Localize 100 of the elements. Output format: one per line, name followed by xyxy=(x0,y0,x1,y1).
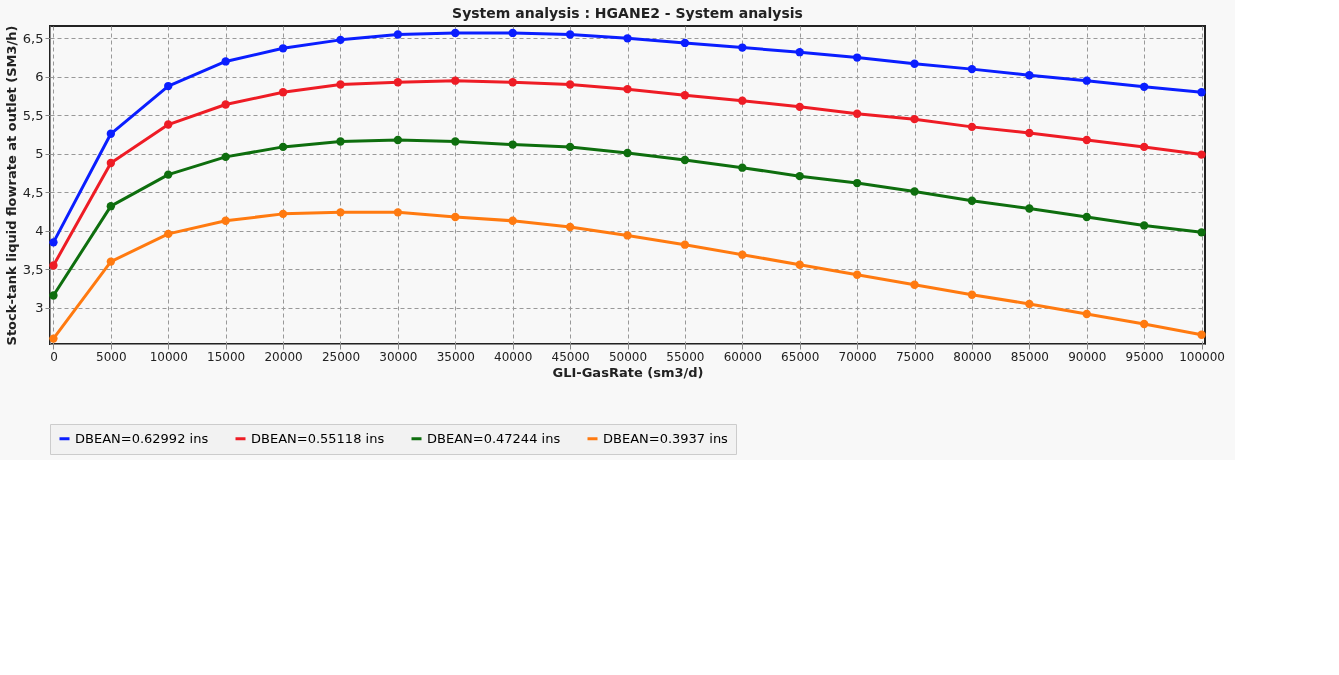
point xyxy=(623,231,632,240)
point xyxy=(278,88,288,97)
point xyxy=(393,208,403,217)
legend-label: DBEAN=0.47244 ins xyxy=(427,430,561,446)
point xyxy=(967,196,977,205)
point xyxy=(1082,212,1091,222)
point xyxy=(565,222,575,232)
point xyxy=(738,96,747,105)
x-tick-label: 100000 xyxy=(1179,349,1225,364)
point xyxy=(795,171,804,181)
point xyxy=(910,187,919,196)
point xyxy=(49,261,58,270)
point xyxy=(221,57,230,66)
point xyxy=(1197,228,1206,237)
point xyxy=(393,30,403,39)
point xyxy=(623,148,632,158)
x-tick-label: 70000 xyxy=(838,349,877,364)
point xyxy=(508,140,517,149)
point xyxy=(967,122,977,132)
point xyxy=(393,78,403,87)
point xyxy=(565,142,575,152)
point xyxy=(1139,142,1149,152)
point xyxy=(623,34,632,43)
point xyxy=(451,76,460,85)
y-tick-label: 6,5 xyxy=(22,30,44,46)
point xyxy=(680,155,690,165)
point xyxy=(164,81,173,91)
point xyxy=(852,53,862,62)
x-tick-label: 50000 xyxy=(608,349,648,364)
point xyxy=(795,102,804,112)
point xyxy=(221,152,230,162)
x-tick-label: 10000 xyxy=(149,349,188,364)
point xyxy=(106,202,116,211)
y-tick-label: 4,5 xyxy=(22,184,44,200)
point xyxy=(49,238,58,247)
x-tick-label: 20000 xyxy=(264,349,303,364)
x-tick-label: 55000 xyxy=(666,349,705,364)
point xyxy=(336,80,345,89)
x-tick-label: 90000 xyxy=(1068,349,1107,364)
point xyxy=(1082,135,1091,145)
point xyxy=(49,291,58,300)
point xyxy=(795,260,804,269)
point xyxy=(1139,221,1149,230)
x-tick-label: 15000 xyxy=(207,349,246,364)
point xyxy=(106,257,116,266)
x-tick-label: 35000 xyxy=(436,349,475,364)
x-tick-label: 0 xyxy=(50,349,58,364)
point xyxy=(1025,204,1034,213)
point xyxy=(221,100,230,109)
point xyxy=(106,158,116,168)
point xyxy=(1025,299,1034,309)
point xyxy=(680,38,690,48)
point xyxy=(910,114,919,124)
x-tick-label: 45000 xyxy=(551,349,590,364)
point xyxy=(221,216,230,225)
point xyxy=(164,120,173,129)
point xyxy=(336,35,345,45)
point xyxy=(451,212,460,222)
point xyxy=(451,28,460,38)
y-tick-label: 5,5 xyxy=(22,107,44,123)
x-tick-label: 75000 xyxy=(895,349,935,364)
legend-label: DBEAN=0.55118 ins xyxy=(251,430,385,446)
point xyxy=(852,178,862,188)
point xyxy=(680,240,690,249)
point xyxy=(795,48,804,57)
point xyxy=(680,91,690,100)
point xyxy=(1025,71,1034,80)
point xyxy=(1139,82,1149,91)
y-tick-label: 5 xyxy=(35,146,44,162)
point xyxy=(49,334,58,343)
point xyxy=(336,137,345,146)
point xyxy=(393,135,403,145)
point xyxy=(852,109,862,118)
point xyxy=(1082,76,1091,85)
point xyxy=(623,84,632,94)
point xyxy=(278,209,288,219)
x-tick-label: 5000 xyxy=(96,349,127,364)
legend-label: DBEAN=0.62992 ins xyxy=(75,430,209,446)
point xyxy=(1197,88,1206,97)
point xyxy=(738,250,747,259)
legend-label: DBEAN=0.3937 ins xyxy=(603,430,729,446)
x-tick-label: 85000 xyxy=(1010,349,1049,364)
point xyxy=(278,44,288,53)
y-tick-label: 3 xyxy=(35,300,44,316)
x-tick-label: 25000 xyxy=(321,349,361,364)
point xyxy=(910,59,919,68)
point xyxy=(164,170,173,179)
point xyxy=(106,129,116,138)
chart-title: System analysis : HGANE2 - System analysis xyxy=(452,5,803,22)
x-tick-label: 60000 xyxy=(723,349,762,364)
point xyxy=(508,28,517,38)
point xyxy=(565,80,575,89)
point xyxy=(451,137,460,146)
point xyxy=(508,78,517,87)
point xyxy=(508,216,517,225)
point xyxy=(1082,309,1091,319)
y-tick-label: 3,5 xyxy=(22,261,44,277)
point xyxy=(164,229,173,239)
point xyxy=(565,30,575,39)
x-tick-label: 95000 xyxy=(1125,349,1164,364)
